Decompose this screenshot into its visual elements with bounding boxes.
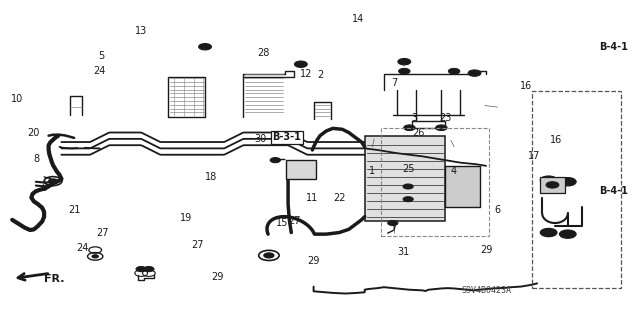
Circle shape (559, 230, 576, 238)
Text: 24: 24 (76, 243, 88, 253)
Text: 8: 8 (33, 154, 40, 165)
Text: B-3-1: B-3-1 (273, 132, 301, 142)
Text: 19: 19 (180, 213, 192, 223)
Text: 25: 25 (402, 164, 414, 174)
Text: 24: 24 (93, 66, 106, 76)
Text: 16: 16 (520, 81, 532, 92)
Text: 29: 29 (307, 256, 320, 266)
Text: 29: 29 (480, 245, 492, 255)
Circle shape (144, 267, 154, 271)
Circle shape (546, 182, 559, 188)
Circle shape (403, 197, 413, 202)
Text: 11: 11 (306, 193, 319, 203)
Circle shape (564, 180, 572, 184)
Circle shape (399, 68, 410, 74)
Text: FR.: FR. (44, 274, 65, 284)
Circle shape (545, 178, 552, 182)
Circle shape (294, 61, 307, 67)
Text: 7: 7 (392, 78, 398, 88)
Circle shape (49, 179, 58, 183)
Circle shape (540, 228, 557, 237)
Circle shape (92, 255, 99, 258)
Text: 5: 5 (98, 51, 104, 61)
Text: 14: 14 (352, 14, 364, 24)
Text: 21: 21 (68, 205, 81, 215)
Text: 18: 18 (205, 172, 218, 182)
Text: 22: 22 (333, 193, 346, 203)
Text: B-4-1: B-4-1 (599, 186, 628, 196)
Circle shape (468, 70, 481, 76)
Text: 10: 10 (10, 94, 23, 104)
Text: 28: 28 (258, 48, 270, 58)
Text: 3: 3 (411, 113, 417, 123)
Text: 15: 15 (275, 218, 288, 228)
Circle shape (404, 125, 415, 130)
Text: 13: 13 (135, 26, 147, 36)
Circle shape (449, 68, 460, 74)
Circle shape (270, 158, 280, 163)
Bar (381, 128, 489, 236)
Text: 17: 17 (528, 151, 540, 161)
Circle shape (545, 231, 552, 234)
Text: 27: 27 (191, 240, 204, 250)
Bar (540, 177, 564, 193)
Text: 29: 29 (212, 272, 224, 282)
Bar (365, 136, 445, 221)
Circle shape (398, 58, 411, 65)
Text: 31: 31 (397, 247, 409, 256)
Text: 27: 27 (288, 216, 301, 226)
Text: 27: 27 (97, 227, 109, 238)
Circle shape (264, 253, 274, 258)
Circle shape (403, 184, 413, 189)
Text: 2: 2 (317, 70, 323, 80)
Bar (445, 166, 479, 207)
Circle shape (388, 220, 398, 226)
Text: 6: 6 (495, 205, 500, 215)
Circle shape (136, 267, 147, 271)
Text: 23: 23 (440, 113, 452, 123)
Circle shape (564, 232, 572, 236)
Circle shape (540, 176, 557, 184)
Text: 9: 9 (41, 183, 47, 193)
Text: S9V4B0423A: S9V4B0423A (461, 286, 511, 295)
Text: 16: 16 (550, 136, 563, 145)
Text: 20: 20 (28, 128, 40, 137)
Circle shape (198, 44, 211, 50)
Bar (285, 160, 316, 179)
Circle shape (436, 125, 447, 130)
Text: 4: 4 (451, 166, 457, 176)
Text: 12: 12 (300, 69, 312, 79)
Circle shape (559, 178, 576, 186)
Text: 1: 1 (369, 166, 376, 176)
Text: 30: 30 (254, 134, 266, 144)
Bar (532, 91, 621, 288)
Text: 26: 26 (412, 128, 424, 137)
Text: B-4-1: B-4-1 (599, 42, 628, 52)
